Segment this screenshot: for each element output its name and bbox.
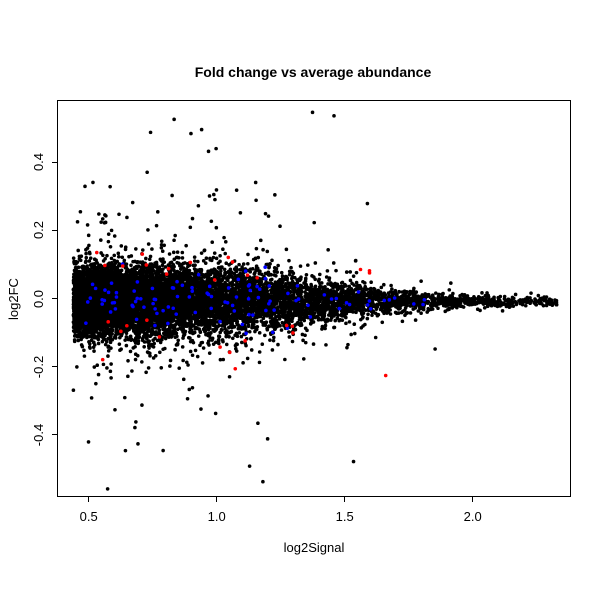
x-tick-label: 2.0 xyxy=(463,509,482,524)
plot-area xyxy=(57,100,571,497)
x-tick-label: 0.5 xyxy=(79,509,98,524)
y-axis-label: log2FC xyxy=(6,278,21,320)
chart-title: Fold change vs average abundance xyxy=(194,64,432,80)
y-tick-label: 0.4 xyxy=(31,153,46,172)
x-tick-label: 1.5 xyxy=(335,509,354,524)
scatter-canvas xyxy=(58,101,570,496)
x-axis-label: log2Signal xyxy=(283,540,345,555)
y-tick-label: 0.2 xyxy=(31,221,46,240)
y-tick-label: -0.2 xyxy=(31,355,46,378)
y-tick-label: -0.4 xyxy=(31,423,46,446)
x-tick-label: 1.0 xyxy=(207,509,226,524)
y-tick-label: 0.0 xyxy=(31,289,46,308)
